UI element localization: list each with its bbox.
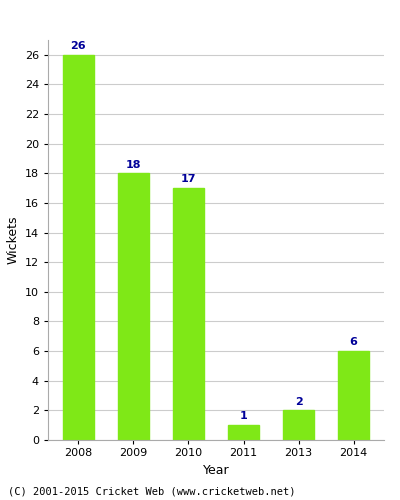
Text: 6: 6 [350, 338, 358, 347]
Text: (C) 2001-2015 Cricket Web (www.cricketweb.net): (C) 2001-2015 Cricket Web (www.cricketwe… [8, 487, 296, 497]
Text: 1: 1 [240, 412, 247, 422]
Text: 2: 2 [295, 396, 302, 406]
Bar [228, 425, 259, 440]
Bar [63, 55, 94, 440]
Bar [173, 188, 204, 440]
X-axis label: Year: Year [203, 464, 229, 477]
Text: 18: 18 [126, 160, 141, 170]
Text: 26: 26 [70, 41, 86, 51]
Bar [118, 174, 148, 440]
Bar [338, 351, 369, 440]
Bar [284, 410, 314, 440]
Text: 17: 17 [181, 174, 196, 184]
Y-axis label: Wickets: Wickets [6, 216, 19, 264]
